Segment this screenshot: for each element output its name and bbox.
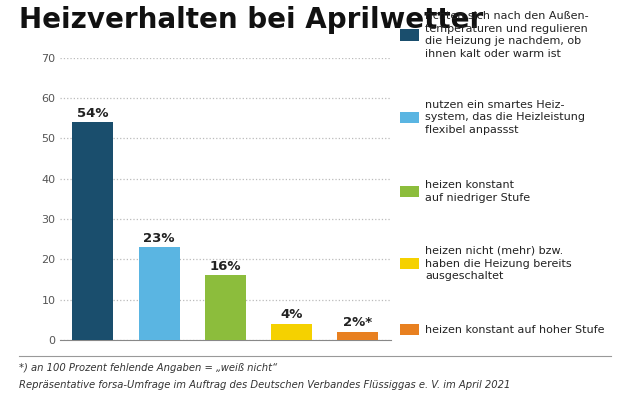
Bar [139,247,180,340]
Bar [205,275,246,340]
Text: heizen nicht (mehr) bzw.
haben die Heizung bereits
ausgeschaltet: heizen nicht (mehr) bzw. haben die Heizu… [425,246,572,281]
Text: *) an 100 Prozent fehlende Angaben = „weiß nicht“: *) an 100 Prozent fehlende Angaben = „we… [19,363,277,372]
Text: Heizverhalten bei Aprilwetter: Heizverhalten bei Aprilwetter [19,6,483,34]
Text: 16%: 16% [209,260,241,273]
Bar [271,324,312,340]
Text: Repräsentative forsa-Umfrage im Auftrag des Deutschen Verbandes Flüssiggas e. V.: Repräsentative forsa-Umfrage im Auftrag … [19,380,510,390]
Bar [72,122,113,340]
Text: 54%: 54% [77,107,109,120]
Text: heizen konstant
auf niedriger Stufe: heizen konstant auf niedriger Stufe [425,180,530,203]
Text: 23%: 23% [144,232,175,245]
Text: nutzen ein smartes Heiz-
system, das die Heizleistung
flexibel anpassst: nutzen ein smartes Heiz- system, das die… [425,100,585,135]
Text: heizen konstant auf hoher Stufe: heizen konstant auf hoher Stufe [425,325,605,335]
Text: richten sich nach den Außen-
temperaturen und regulieren
die Heizung je nachdem,: richten sich nach den Außen- temperature… [425,11,589,59]
Text: 2%*: 2%* [343,316,372,330]
Text: 4%: 4% [280,308,302,321]
Bar [337,332,378,340]
